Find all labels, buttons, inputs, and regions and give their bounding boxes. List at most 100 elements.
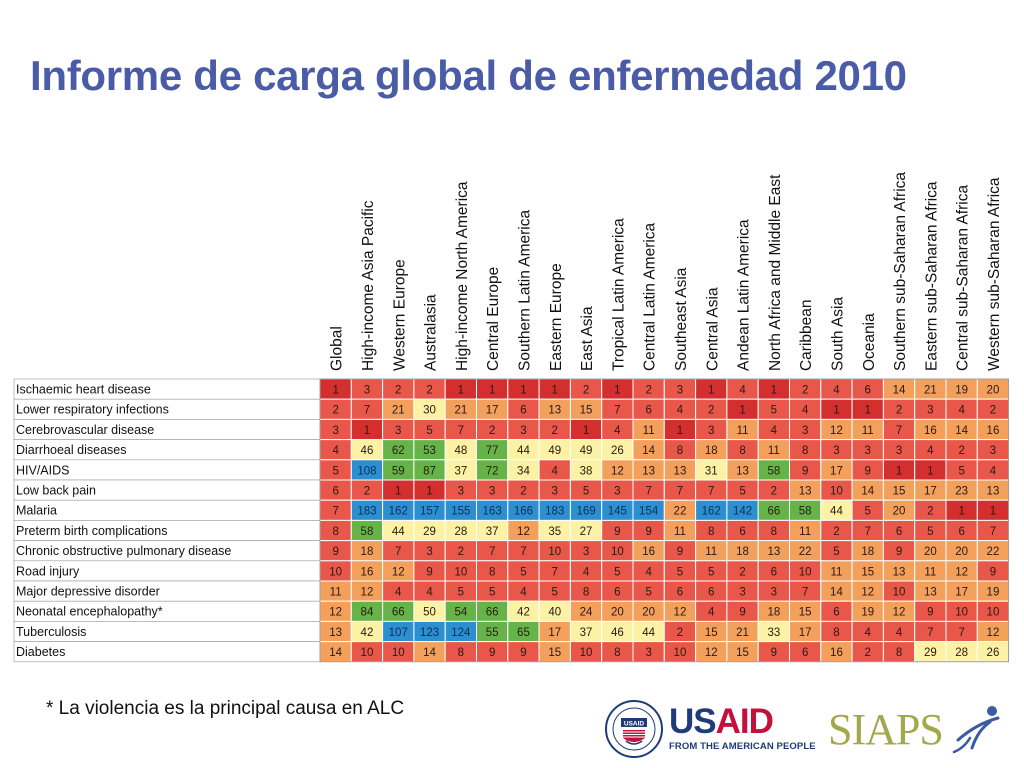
cell-value: 3 bbox=[489, 486, 495, 498]
cell-value: 2 bbox=[583, 385, 589, 397]
cell-value: 6 bbox=[833, 607, 839, 619]
cell-value: 7 bbox=[708, 486, 714, 498]
cell-value: 3 bbox=[395, 425, 401, 437]
usaid-tagline: FROM THE AMERICAN PEOPLE bbox=[669, 741, 816, 752]
cell-value: 10 bbox=[454, 566, 467, 578]
column-header: Oceania bbox=[861, 313, 878, 371]
cell-value: 14 bbox=[955, 425, 968, 437]
cell-value: 4 bbox=[865, 627, 872, 639]
cell-value: 22 bbox=[987, 546, 1000, 558]
cell-value: 65 bbox=[517, 627, 530, 639]
cell-value: 13 bbox=[924, 587, 937, 599]
cell-value: 3 bbox=[802, 425, 808, 437]
cell-value: 58 bbox=[767, 465, 780, 477]
cell-value: 4 bbox=[614, 425, 621, 437]
cell-value: 3 bbox=[614, 486, 620, 498]
cell-value: 37 bbox=[486, 526, 499, 538]
cell-value: 7 bbox=[614, 405, 620, 417]
cell-value: 2 bbox=[645, 385, 651, 397]
row-label: Diarrhoeal diseases bbox=[16, 443, 126, 457]
cell-value: 1 bbox=[958, 506, 964, 518]
cell-value: 17 bbox=[955, 587, 968, 599]
grid-border bbox=[319, 378, 1009, 663]
cell-value: 44 bbox=[642, 627, 655, 639]
slide-title: Informe de carga global de enfermedad 20… bbox=[30, 52, 907, 99]
cell-value: 54 bbox=[454, 607, 467, 619]
cell-value: 87 bbox=[423, 465, 436, 477]
cell-value: 3 bbox=[364, 385, 370, 397]
column-header: Caribbean bbox=[798, 299, 815, 371]
cell-value: 10 bbox=[830, 486, 843, 498]
cell-value: 66 bbox=[486, 607, 499, 619]
cell-value: 6 bbox=[677, 587, 683, 599]
cell-value: 3 bbox=[739, 587, 745, 599]
cell-value: 12 bbox=[361, 587, 374, 599]
cell-value: 14 bbox=[830, 587, 843, 599]
cell-value: 9 bbox=[677, 546, 683, 558]
cell-value: 8 bbox=[739, 445, 745, 457]
cell-value: 12 bbox=[517, 526, 530, 538]
cell-value: 15 bbox=[861, 566, 874, 578]
cell-value: 50 bbox=[423, 607, 436, 619]
cell-value: 16 bbox=[361, 566, 374, 578]
cell-value: 5 bbox=[583, 486, 589, 498]
cell-value: 5 bbox=[708, 566, 714, 578]
cell-value: 5 bbox=[677, 566, 683, 578]
cell-value: 6 bbox=[865, 385, 871, 397]
cell-value: 2 bbox=[426, 385, 432, 397]
cell-value: 2 bbox=[332, 405, 338, 417]
cell-value: 1 bbox=[552, 385, 558, 397]
row-label: Malaria bbox=[16, 504, 57, 518]
cell-value: 44 bbox=[392, 526, 405, 538]
column-header: Global bbox=[329, 326, 346, 371]
cell-value: 8 bbox=[708, 526, 714, 538]
cell-value: 16 bbox=[924, 425, 937, 437]
cell-value: 5 bbox=[458, 587, 464, 599]
row-label: Neonatal encephalopathy* bbox=[16, 605, 163, 619]
cell-value: 9 bbox=[927, 607, 933, 619]
cell-value: 20 bbox=[611, 607, 624, 619]
cell-value: 17 bbox=[924, 486, 937, 498]
cell-value: 10 bbox=[987, 607, 1000, 619]
cell-value: 7 bbox=[865, 526, 871, 538]
row-label: Preterm birth complications bbox=[16, 524, 167, 538]
cell-value: 49 bbox=[580, 445, 593, 457]
column-header: Central Asia bbox=[704, 287, 721, 371]
cell-value: 42 bbox=[517, 607, 530, 619]
cell-value: 37 bbox=[454, 465, 467, 477]
cell-value: 20 bbox=[955, 546, 968, 558]
cell-value: 6 bbox=[739, 526, 745, 538]
cell-value: 5 bbox=[865, 506, 871, 518]
row-label: Lower respiratory infections bbox=[16, 403, 169, 417]
cell-value: 1 bbox=[395, 486, 401, 498]
cell-value: 5 bbox=[332, 465, 338, 477]
cell-value: 2 bbox=[552, 425, 558, 437]
cell-value: 1 bbox=[364, 425, 370, 437]
column-header: High-income North America bbox=[454, 181, 471, 371]
cell-value: 169 bbox=[576, 506, 595, 518]
cell-value: 3 bbox=[677, 385, 683, 397]
cell-value: 10 bbox=[361, 647, 374, 659]
cell-value: 18 bbox=[705, 445, 718, 457]
cell-value: 11 bbox=[862, 425, 874, 437]
cell-value: 3 bbox=[708, 425, 714, 437]
svg-text:USAID: USAID bbox=[624, 721, 645, 728]
cell-value: 2 bbox=[520, 486, 526, 498]
cell-value: 9 bbox=[614, 526, 620, 538]
cell-value: 10 bbox=[392, 647, 405, 659]
cell-value: 4 bbox=[395, 587, 402, 599]
cell-value: 2 bbox=[927, 506, 933, 518]
cell-value: 15 bbox=[548, 647, 561, 659]
cell-value: 2 bbox=[990, 405, 996, 417]
cell-value: 11 bbox=[830, 566, 842, 578]
cell-value: 12 bbox=[830, 425, 843, 437]
cell-value: 8 bbox=[896, 647, 902, 659]
cell-value: 62 bbox=[392, 445, 405, 457]
cell-value: 18 bbox=[861, 546, 874, 558]
cell-value: 12 bbox=[987, 627, 1000, 639]
cell-value: 40 bbox=[548, 607, 561, 619]
cell-value: 21 bbox=[392, 405, 405, 417]
cell-value: 19 bbox=[987, 587, 1000, 599]
burden-heatmap: Global High-income Asia Pacific Western Eu… bbox=[13, 172, 1010, 663]
cell-value: 18 bbox=[767, 607, 780, 619]
